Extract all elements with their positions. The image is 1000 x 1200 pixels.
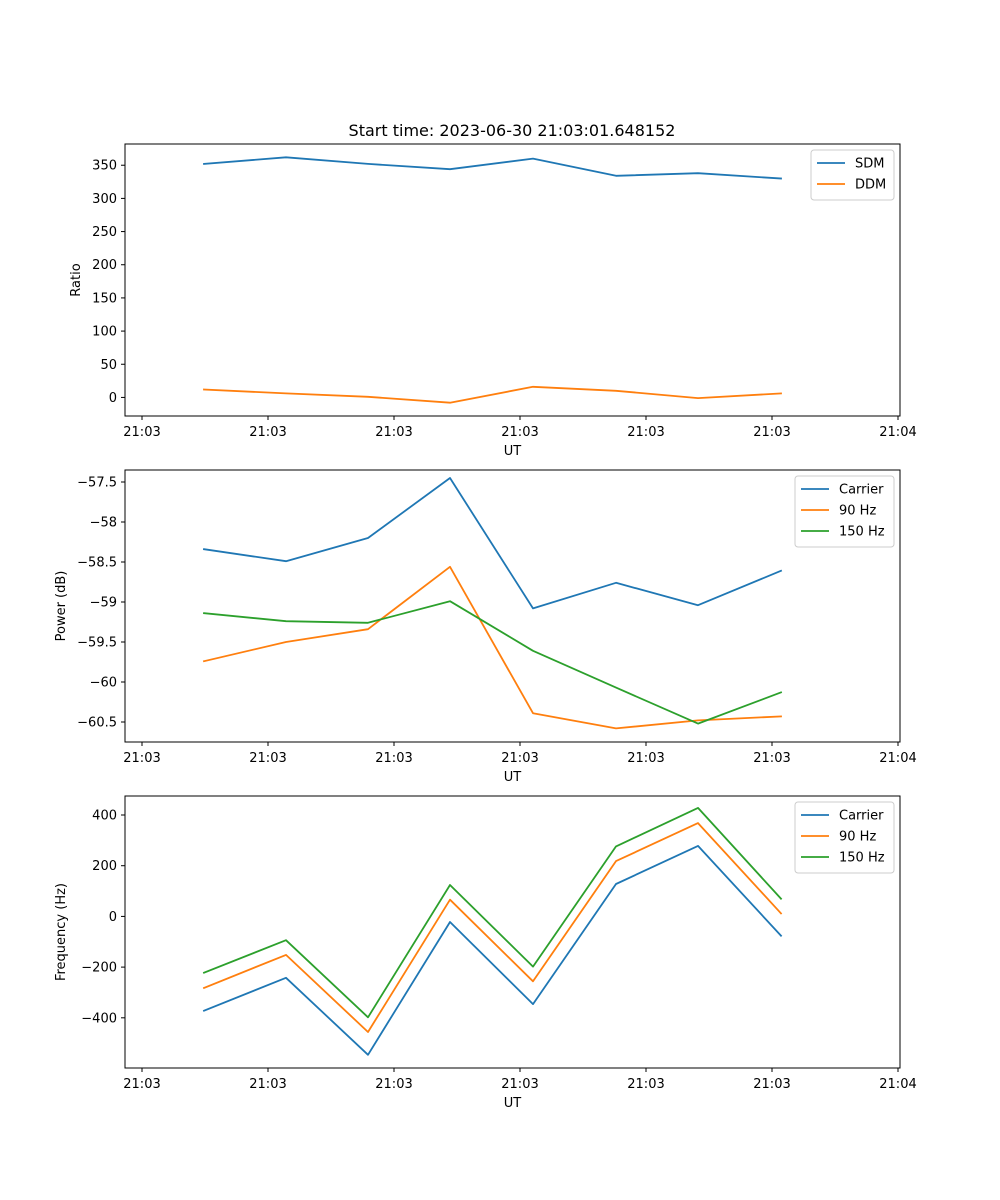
y-tick-label: 150: [92, 291, 117, 306]
y-tick-label: −59.5: [77, 636, 117, 651]
x-tick-label: 21:03: [501, 751, 538, 766]
y-axis-label: Ratio: [69, 263, 84, 296]
plot-frame: [124, 795, 901, 1069]
x-tick-label: 21:03: [501, 425, 538, 440]
series-line-3-1: [202, 845, 783, 1056]
x-axis-label: UT: [504, 1096, 522, 1111]
y-tick-label: 50: [100, 358, 117, 373]
series-line-1-2: [203, 385, 782, 404]
y-tick-label: 250: [92, 225, 117, 240]
legend-label: 90 Hz: [839, 504, 876, 519]
y-tick-label: 400: [92, 809, 117, 824]
legend-label: SDM: [855, 157, 884, 172]
x-tick-label: 21:03: [753, 1077, 790, 1092]
y-tick-label: 300: [92, 192, 117, 207]
y-tick-label: −59: [90, 596, 117, 611]
y-tick-label: −60: [90, 676, 117, 691]
legend-label: Carrier: [839, 483, 884, 498]
legend-box: [794, 475, 895, 548]
panel-2: 21:03 21:03 21:03 21:03 21:03 21:03 21:04 −57.5…: [54, 469, 917, 785]
x-tick-label: 21:04: [879, 1077, 916, 1092]
x-tick-label: 21:03: [123, 1077, 160, 1092]
y-tick-label: −60.5: [77, 716, 117, 731]
x-axis-label: UT: [504, 444, 522, 459]
x-tick-label: 21:03: [249, 1077, 286, 1092]
legend-label: DDM: [855, 178, 886, 193]
plot-frame: [124, 469, 901, 743]
legend-label: 150 Hz: [839, 525, 885, 540]
x-tick-label: 21:03: [249, 425, 286, 440]
y-axis-label: Power (dB): [54, 571, 69, 642]
series-line-2-2: [202, 565, 782, 730]
x-tick-label: 21:03: [375, 1077, 412, 1092]
x-tick-label: 21:03: [375, 425, 412, 440]
y-tick-label: 100: [92, 325, 117, 340]
x-tick-label: 21:04: [879, 425, 916, 440]
x-tick-label: 21:03: [627, 425, 664, 440]
x-tick-label: 21:03: [627, 751, 664, 766]
legend-box: [794, 801, 895, 874]
x-tick-label: 21:04: [879, 751, 916, 766]
legend-label: 150 Hz: [839, 851, 885, 866]
x-axis-label: UT: [504, 770, 522, 785]
y-tick-label: −58: [90, 516, 117, 531]
y-tick-label: −57.5: [77, 476, 117, 491]
legend-label: Carrier: [839, 809, 884, 824]
panel-1: 21:03 21:03 21:03 21:03 21:03 21:03 21:04 0 50 10…: [69, 143, 917, 459]
legend: Carrier 90 Hz 150 Hz: [794, 475, 895, 548]
series-line-3-3: [202, 807, 783, 1019]
x-tick-label: 21:03: [123, 425, 160, 440]
x-tick-label: 21:03: [123, 751, 160, 766]
plot-frame: [124, 143, 901, 417]
y-tick-label: −400: [81, 1011, 117, 1026]
panels: 21:03 21:03 21:03 21:03 21:03 21:03 21:04 0 50 10…: [54, 143, 917, 1111]
y-tick-label: 200: [92, 859, 117, 874]
series-line-2-1: [202, 477, 783, 610]
y-tick-label: 0: [109, 910, 117, 925]
y-tick-label: 350: [92, 159, 117, 174]
x-tick-label: 21:03: [375, 751, 412, 766]
legend: SDM DDM: [810, 149, 895, 201]
x-tick-label: 21:03: [249, 751, 286, 766]
x-tick-label: 21:03: [627, 1077, 664, 1092]
x-tick-label: 21:03: [753, 425, 790, 440]
y-tick-label: 0: [109, 391, 117, 406]
y-axis-label: Frequency (Hz): [54, 883, 69, 981]
series-line-3-2: [202, 822, 783, 1033]
y-tick-label: −200: [81, 961, 117, 976]
y-tick-label: 200: [92, 258, 117, 273]
x-tick-label: 21:03: [501, 1077, 538, 1092]
x-tick-label: 21:03: [753, 751, 790, 766]
legend-label: 90 Hz: [839, 830, 876, 845]
y-tick-label: −58.5: [77, 556, 117, 571]
series-line-1-1: [203, 156, 782, 180]
series-line-2-3: [203, 600, 783, 725]
panel-3: 21:03 21:03 21:03 21:03 21:03 21:03 21:04 400 20…: [54, 795, 917, 1111]
figure-title: Start time: 2023-06-30 21:03:01.648152: [349, 121, 676, 140]
legend: Carrier 90 Hz 150 Hz: [794, 801, 895, 874]
